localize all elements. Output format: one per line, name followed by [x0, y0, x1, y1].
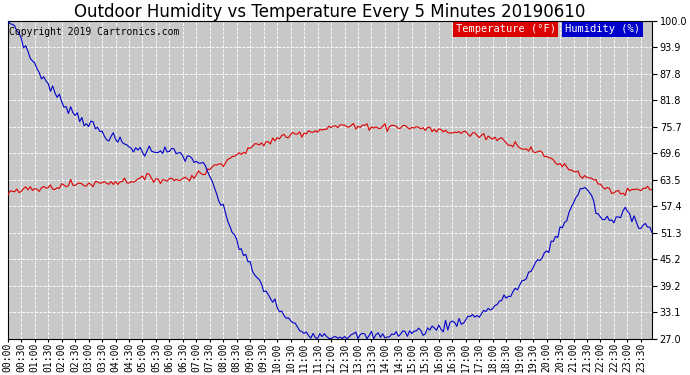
Title: Outdoor Humidity vs Temperature Every 5 Minutes 20190610: Outdoor Humidity vs Temperature Every 5 … [75, 3, 586, 21]
Text: Copyright 2019 Cartronics.com: Copyright 2019 Cartronics.com [9, 27, 179, 37]
Text: Temperature (°F): Temperature (°F) [455, 24, 555, 34]
Text: Humidity (%): Humidity (%) [565, 24, 640, 34]
